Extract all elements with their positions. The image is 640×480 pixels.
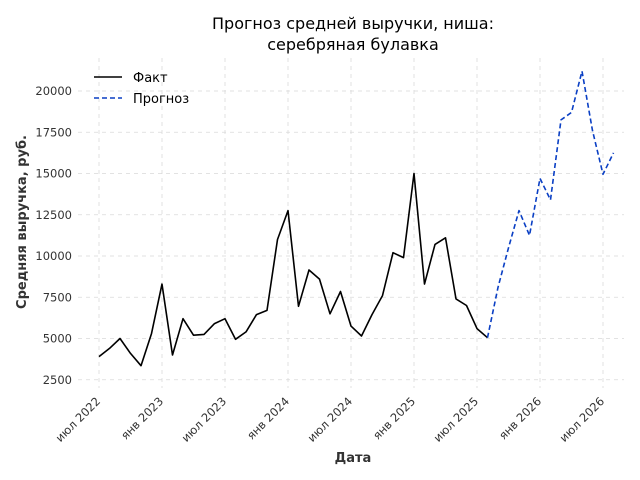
y-axis-label: Средняя выручка, руб. xyxy=(15,135,30,309)
chart-title-line-2: серебряная булавка xyxy=(267,35,439,54)
y-tick-label: 12500 xyxy=(35,208,72,222)
y-axis: 2500 5000 7500 10000 12500 15000 17500 20000 xyxy=(35,84,72,387)
x-tick-label: янв 2026 xyxy=(496,394,544,442)
x-tick-label: янв 2024 xyxy=(244,394,292,442)
x-tick-label: июл 2022 xyxy=(53,394,104,445)
plot-area xyxy=(98,70,615,367)
y-tick-label: 17500 xyxy=(35,125,72,139)
y-tick-label: 15000 xyxy=(35,167,72,181)
x-axis-label: Дата xyxy=(335,451,372,466)
legend: Факт Прогноз xyxy=(94,71,189,107)
x-tick-label: июл 2023 xyxy=(179,394,230,445)
legend-label-fact: Факт xyxy=(133,71,168,86)
legend-label-forecast: Прогноз xyxy=(133,92,189,107)
series-line-fact xyxy=(98,172,489,367)
x-tick-label: июл 2024 xyxy=(305,394,356,445)
x-tick-label: июл 2026 xyxy=(557,394,608,445)
y-tick-label: 20000 xyxy=(35,84,72,98)
y-tick-label: 2500 xyxy=(43,373,72,387)
chart-title-line-1: Прогноз средней выручки, ниша: xyxy=(212,14,494,33)
grid xyxy=(78,58,624,388)
x-tick-label: июл 2025 xyxy=(431,394,482,445)
y-tick-label: 5000 xyxy=(43,332,72,346)
series-line-forecast xyxy=(486,70,615,338)
x-tick-label: янв 2025 xyxy=(370,394,418,442)
x-tick-label: янв 2023 xyxy=(118,394,166,442)
y-tick-label: 7500 xyxy=(43,290,72,304)
y-tick-label: 10000 xyxy=(35,249,72,263)
x-axis: июл 2022 янв 2023 июл 2023 янв 2024 июл 2024… xyxy=(53,394,608,445)
